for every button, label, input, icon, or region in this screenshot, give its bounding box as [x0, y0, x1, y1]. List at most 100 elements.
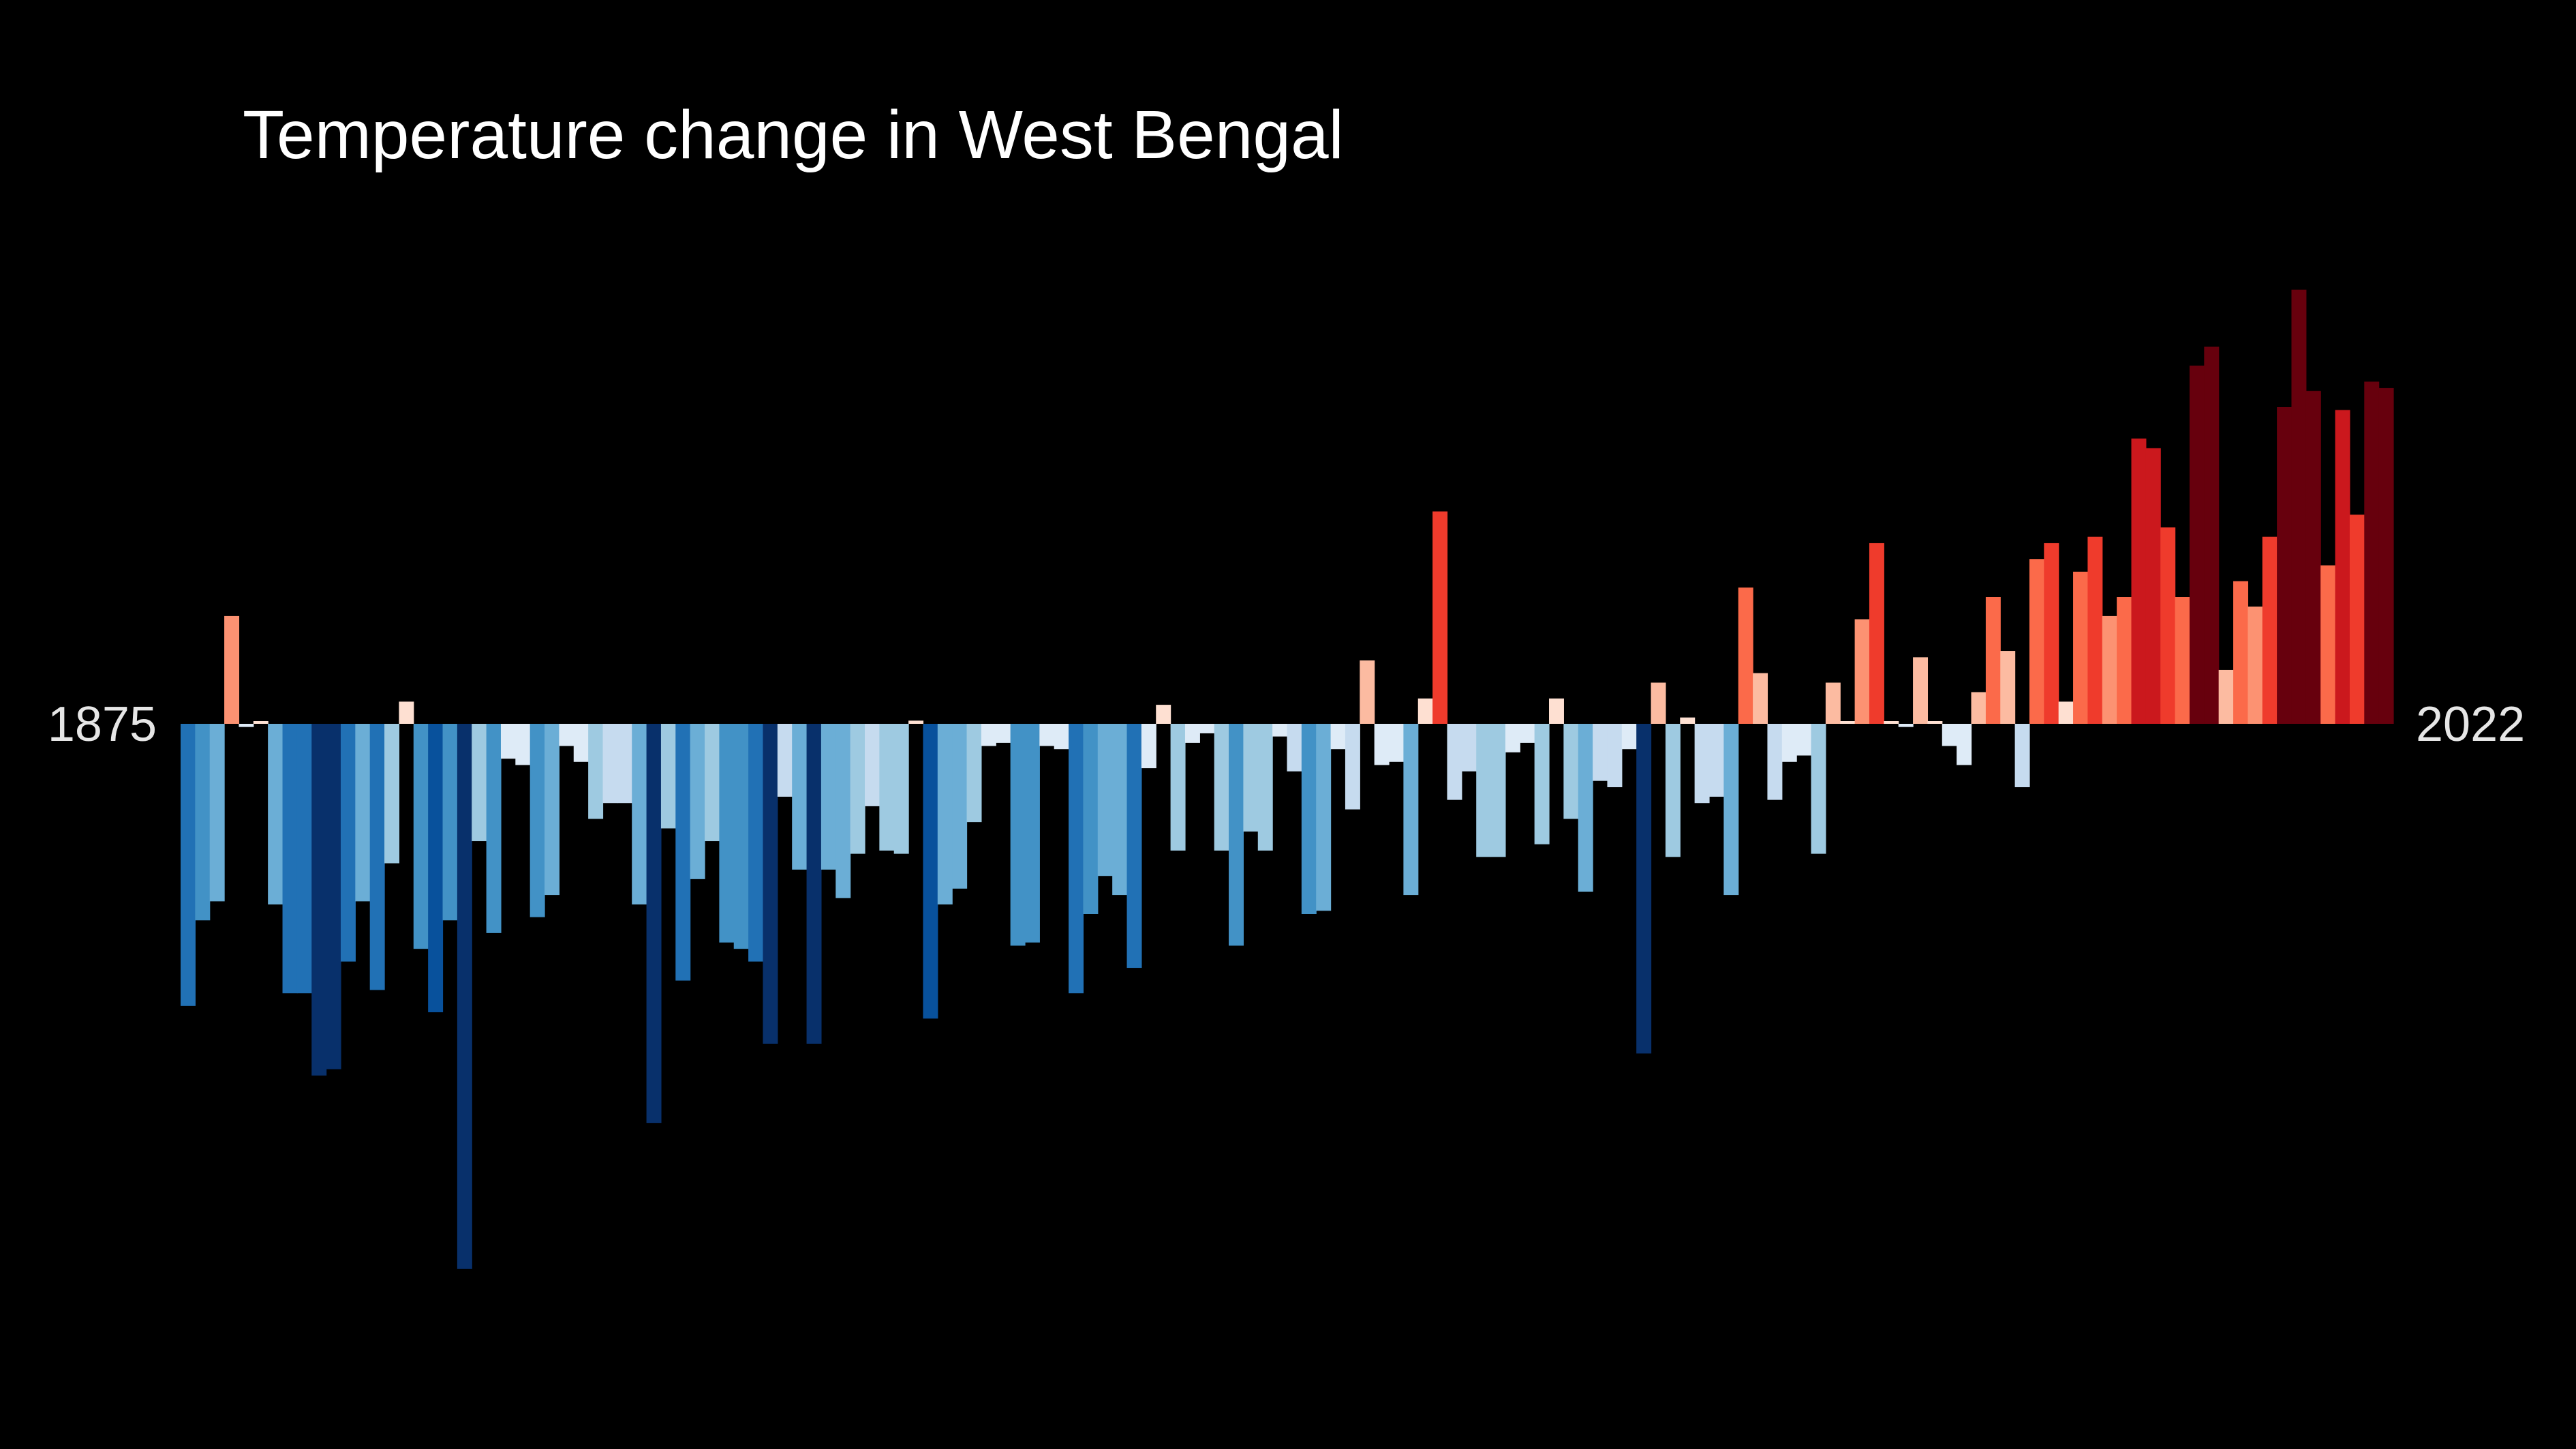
bar-1917 [792, 724, 808, 870]
bar-2012 [2175, 597, 2190, 724]
bar-1924 [893, 724, 909, 854]
bar-1975 [1636, 724, 1652, 1054]
bar-1926 [923, 724, 938, 1019]
start-year-label: 1875 [48, 697, 157, 752]
bar-1942 [1156, 705, 1171, 724]
bar-1918 [806, 724, 822, 1044]
bar-1971 [1578, 724, 1593, 892]
bar-1880 [253, 721, 269, 724]
bar-1905 [617, 724, 632, 804]
bar-1932 [1010, 724, 1026, 946]
bar-1908 [660, 724, 676, 829]
bar-1938 [1097, 724, 1113, 876]
bar-1996 [1942, 724, 1957, 746]
bar-2023 [2335, 410, 2350, 724]
bar-1903 [588, 724, 604, 819]
bar-2014 [2204, 346, 2220, 724]
bar-1913 [733, 724, 749, 949]
bar-1912 [719, 724, 735, 943]
bar-2007 [2102, 615, 2117, 724]
bar-1896 [486, 724, 502, 933]
bar-1999 [1985, 597, 2001, 724]
bar-1959 [1403, 724, 1419, 896]
bar-1894 [457, 724, 472, 1269]
bar-1893 [442, 724, 458, 921]
bar-1961 [1432, 511, 1448, 724]
bar-1929 [966, 724, 982, 823]
bar-1920 [835, 724, 851, 898]
bar-1875 [181, 724, 196, 1006]
bar-1962 [1447, 724, 1462, 800]
bar-2004 [2058, 701, 2074, 724]
bar-1882 [282, 724, 298, 994]
bar-1987 [1811, 724, 1826, 854]
bar-1937 [1083, 724, 1099, 914]
bar-1928 [952, 724, 968, 889]
bar-1972 [1593, 724, 1608, 781]
bar-2011 [2160, 527, 2176, 724]
bar-1904 [602, 724, 618, 804]
bar-1884 [311, 724, 327, 1076]
bar-1909 [675, 724, 691, 981]
bar-1973 [1607, 724, 1623, 787]
bar-1990 [1854, 619, 1870, 724]
bar-1877 [209, 724, 225, 902]
bar-1965 [1490, 724, 1506, 857]
bar-2016 [2233, 581, 2248, 724]
bar-1923 [879, 724, 895, 851]
bar-1881 [268, 724, 283, 905]
bar-1915 [763, 724, 778, 1044]
bar-2017 [2248, 606, 2263, 724]
bar-1879 [239, 724, 254, 727]
bar-1898 [515, 724, 531, 765]
bar-1889 [384, 724, 400, 864]
bar-1943 [1170, 724, 1186, 851]
bar-2013 [2189, 365, 2205, 724]
bar-2002 [2029, 559, 2044, 724]
bar-1949 [1257, 724, 1273, 851]
bar-1994 [1913, 657, 1929, 724]
bar-2010 [2145, 448, 2161, 724]
bar-1985 [1781, 724, 1797, 762]
bar-1980 [1708, 724, 1724, 797]
bar-1974 [1621, 724, 1637, 750]
bar-2005 [2073, 571, 2088, 724]
bar-1910 [690, 724, 705, 879]
bar-1970 [1563, 724, 1579, 819]
bar-2000 [2000, 651, 2016, 724]
bar-1991 [1869, 543, 1884, 724]
bar-1931 [996, 724, 1011, 743]
bar-1953 [1316, 724, 1332, 911]
bar-1951 [1287, 724, 1302, 772]
bar-1939 [1112, 724, 1128, 896]
bar-1944 [1184, 724, 1200, 743]
bar-1887 [355, 724, 371, 902]
bar-1885 [326, 724, 341, 1069]
bar-1969 [1549, 698, 1564, 724]
bar-1930 [981, 724, 996, 746]
bar-1890 [399, 701, 414, 724]
bar-1963 [1461, 724, 1477, 772]
bar-2015 [2218, 669, 2234, 724]
bar-1886 [340, 724, 356, 962]
bar-2021 [2305, 391, 2321, 724]
bar-1892 [428, 724, 444, 1013]
bar-1984 [1767, 724, 1783, 800]
bar-1933 [1024, 724, 1040, 943]
bar-1883 [296, 724, 312, 994]
bar-2006 [2087, 536, 2103, 724]
bar-1956 [1360, 660, 1375, 724]
bar-1993 [1898, 724, 1914, 727]
bar-1983 [1753, 673, 1768, 724]
bar-1919 [821, 724, 836, 870]
bar-1957 [1374, 724, 1390, 765]
bar-1988 [1825, 682, 1841, 724]
bar-1876 [195, 724, 211, 921]
bar-1941 [1141, 724, 1156, 769]
bar-1967 [1520, 724, 1535, 743]
bar-1964 [1476, 724, 1492, 857]
bar-1916 [777, 724, 793, 797]
bar-1977 [1665, 724, 1681, 857]
